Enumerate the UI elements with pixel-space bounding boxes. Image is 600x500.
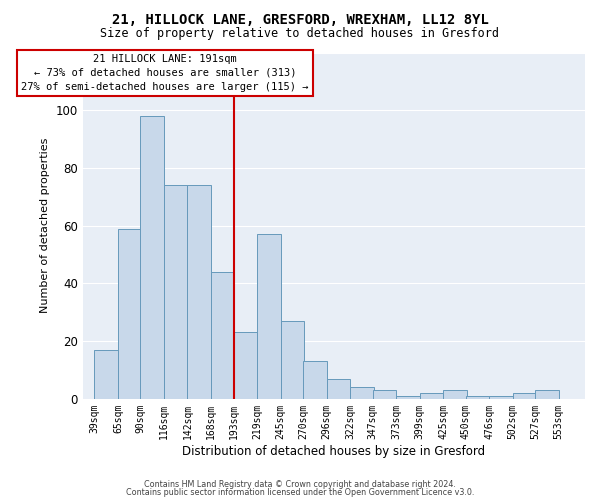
Bar [164,186,187,399]
Text: 21 HILLOCK LANE: 191sqm
← 73% of detached houses are smaller (313)
27% of semi-d: 21 HILLOCK LANE: 191sqm ← 73% of detache… [21,54,308,92]
Bar [118,228,142,399]
Bar [466,396,489,399]
Text: Contains HM Land Registry data © Crown copyright and database right 2024.: Contains HM Land Registry data © Crown c… [144,480,456,489]
Bar [94,350,118,399]
Text: Size of property relative to detached houses in Gresford: Size of property relative to detached ho… [101,28,499,40]
Bar [489,396,513,399]
Bar [140,116,164,399]
Bar [513,393,536,399]
Bar [233,332,257,399]
Bar [326,378,350,399]
Y-axis label: Number of detached properties: Number of detached properties [40,138,50,314]
Bar [443,390,467,399]
Bar [303,362,326,399]
Bar [535,390,559,399]
X-axis label: Distribution of detached houses by size in Gresford: Distribution of detached houses by size … [182,444,485,458]
Bar [396,396,419,399]
Text: 21, HILLOCK LANE, GRESFORD, WREXHAM, LL12 8YL: 21, HILLOCK LANE, GRESFORD, WREXHAM, LL1… [112,12,488,26]
Text: Contains public sector information licensed under the Open Government Licence v3: Contains public sector information licen… [126,488,474,497]
Bar [211,272,235,399]
Bar [350,388,374,399]
Bar [187,186,211,399]
Bar [257,234,281,399]
Bar [373,390,396,399]
Bar [419,393,443,399]
Bar [281,321,304,399]
